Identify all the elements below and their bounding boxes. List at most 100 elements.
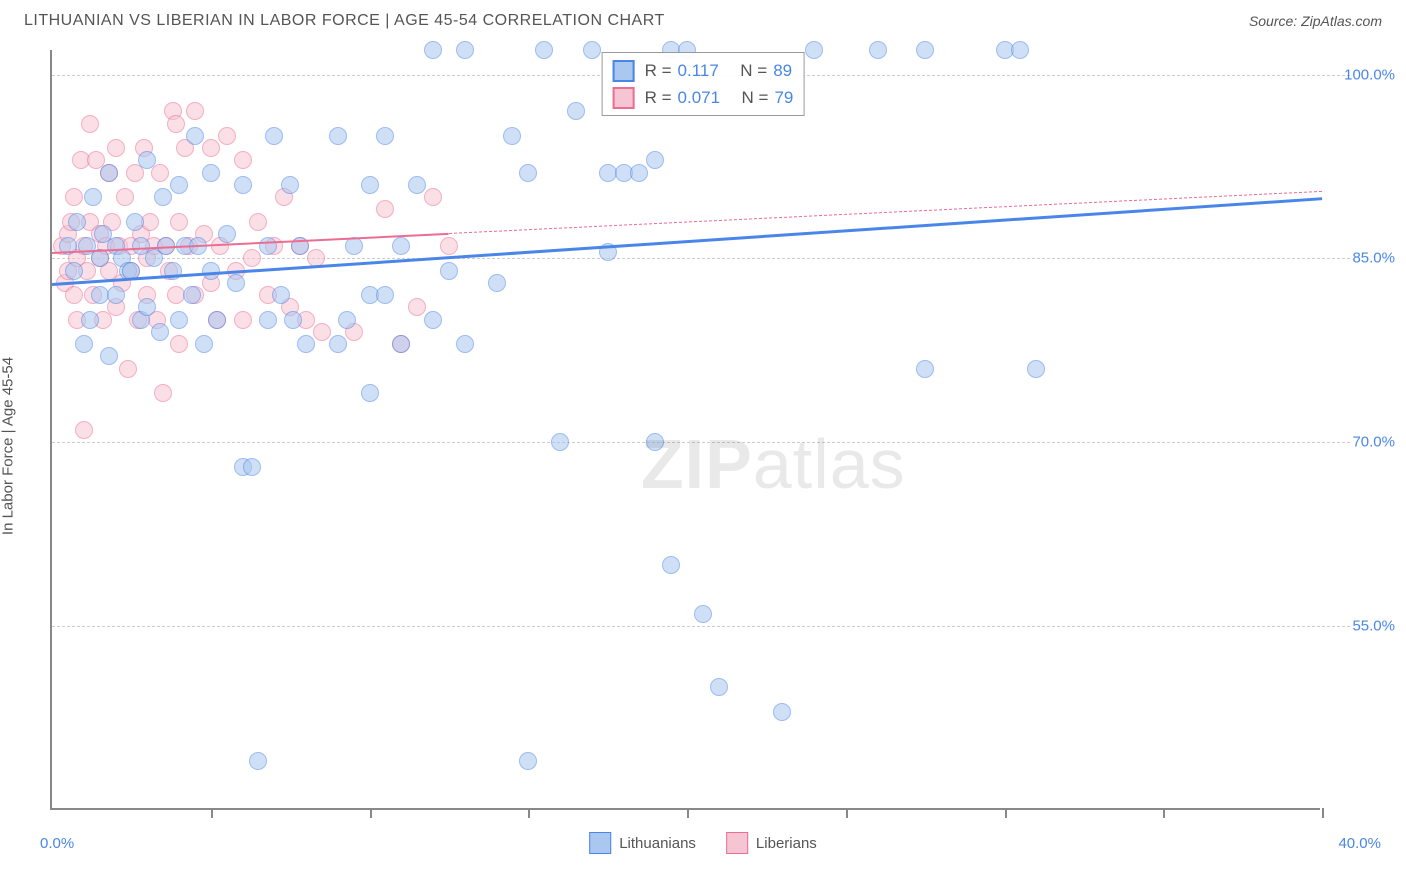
data-point bbox=[84, 188, 102, 206]
data-point bbox=[424, 311, 442, 329]
data-point bbox=[773, 703, 791, 721]
data-point bbox=[408, 176, 426, 194]
data-point bbox=[243, 249, 261, 267]
data-point bbox=[1027, 360, 1045, 378]
data-point bbox=[361, 384, 379, 402]
data-point bbox=[154, 384, 172, 402]
data-point bbox=[119, 360, 137, 378]
data-point bbox=[519, 752, 537, 770]
data-point bbox=[170, 311, 188, 329]
data-point bbox=[646, 151, 664, 169]
data-point bbox=[170, 335, 188, 353]
regression-line bbox=[52, 197, 1322, 286]
gridline bbox=[52, 626, 1350, 627]
x-axis-label-min: 0.0% bbox=[40, 835, 74, 852]
data-point bbox=[259, 311, 277, 329]
x-tick bbox=[528, 808, 530, 818]
data-point bbox=[259, 237, 277, 255]
legend-series: Lithuanians Liberians bbox=[589, 832, 817, 854]
gridline bbox=[52, 442, 1350, 443]
data-point bbox=[297, 335, 315, 353]
data-point bbox=[170, 213, 188, 231]
data-point bbox=[65, 286, 83, 304]
y-tick-label: 85.0% bbox=[1352, 250, 1395, 267]
data-point bbox=[202, 139, 220, 157]
data-point bbox=[376, 200, 394, 218]
x-tick bbox=[211, 808, 213, 818]
data-point bbox=[1011, 41, 1029, 59]
data-point bbox=[195, 335, 213, 353]
data-point bbox=[65, 188, 83, 206]
data-point bbox=[662, 556, 680, 574]
data-point bbox=[167, 115, 185, 133]
swatch-icon bbox=[726, 832, 748, 854]
data-point bbox=[503, 127, 521, 145]
chart-header: LITHUANIAN VS LIBERIAN IN LABOR FORCE | … bbox=[0, 0, 1406, 38]
data-point bbox=[151, 323, 169, 341]
data-point bbox=[81, 311, 99, 329]
swatch-lithuanians bbox=[613, 60, 635, 82]
data-point bbox=[265, 127, 283, 145]
data-point bbox=[234, 176, 252, 194]
data-point bbox=[338, 311, 356, 329]
data-point bbox=[284, 311, 302, 329]
data-point bbox=[392, 237, 410, 255]
data-point bbox=[281, 176, 299, 194]
x-tick bbox=[370, 808, 372, 818]
data-point bbox=[75, 335, 93, 353]
data-point bbox=[65, 262, 83, 280]
chart-source: Source: ZipAtlas.com bbox=[1249, 13, 1382, 29]
data-point bbox=[519, 164, 537, 182]
legend-row-lithuanians: R = 0.117 N = 89 bbox=[613, 57, 794, 84]
chart-plot-area: 55.0%70.0%85.0%100.0% bbox=[50, 50, 1320, 810]
data-point bbox=[488, 274, 506, 292]
legend-item-lithuanians: Lithuanians bbox=[589, 832, 696, 854]
data-point bbox=[107, 139, 125, 157]
data-point bbox=[100, 164, 118, 182]
y-tick-label: 100.0% bbox=[1344, 66, 1395, 83]
x-tick bbox=[1005, 808, 1007, 818]
data-point bbox=[272, 286, 290, 304]
data-point bbox=[646, 433, 664, 451]
data-point bbox=[551, 433, 569, 451]
data-point bbox=[138, 151, 156, 169]
data-point bbox=[126, 213, 144, 231]
data-point bbox=[81, 115, 99, 133]
data-point bbox=[154, 188, 172, 206]
data-point bbox=[424, 188, 442, 206]
data-point bbox=[424, 41, 442, 59]
x-tick bbox=[846, 808, 848, 818]
x-axis-label-max: 40.0% bbox=[1338, 835, 1381, 852]
legend-correlation: R = 0.117 N = 89 R = 0.071 N = 79 bbox=[602, 52, 805, 116]
data-point bbox=[183, 286, 201, 304]
data-point bbox=[68, 213, 86, 231]
data-point bbox=[116, 188, 134, 206]
data-point bbox=[243, 458, 261, 476]
data-point bbox=[107, 286, 125, 304]
legend-row-liberians: R = 0.071 N = 79 bbox=[613, 84, 794, 111]
swatch-icon bbox=[589, 832, 611, 854]
data-point bbox=[376, 127, 394, 145]
data-point bbox=[345, 237, 363, 255]
data-point bbox=[234, 311, 252, 329]
data-point bbox=[249, 752, 267, 770]
x-tick bbox=[1322, 808, 1324, 818]
data-point bbox=[100, 347, 118, 365]
y-axis-title: In Labor Force | Age 45-54 bbox=[0, 357, 17, 535]
data-point bbox=[583, 41, 601, 59]
data-point bbox=[249, 213, 267, 231]
data-point bbox=[408, 298, 426, 316]
data-point bbox=[329, 335, 347, 353]
data-point bbox=[313, 323, 331, 341]
data-point bbox=[456, 335, 474, 353]
data-point bbox=[535, 41, 553, 59]
x-tick bbox=[687, 808, 689, 818]
data-point bbox=[440, 262, 458, 280]
data-point bbox=[440, 237, 458, 255]
data-point bbox=[361, 176, 379, 194]
data-point bbox=[138, 298, 156, 316]
data-point bbox=[186, 102, 204, 120]
data-point bbox=[202, 164, 220, 182]
data-point bbox=[141, 213, 159, 231]
data-point bbox=[218, 225, 236, 243]
